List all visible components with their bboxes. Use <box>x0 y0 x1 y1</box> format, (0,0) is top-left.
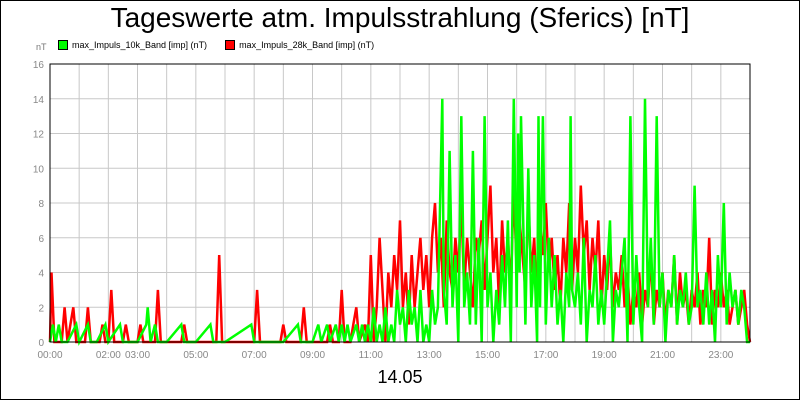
y-tick-label: 10 <box>33 164 45 175</box>
y-tick-label: 0 <box>38 338 44 349</box>
y-unit-label: nT <box>36 42 47 52</box>
legend-item-28k: max_Impuls_28k_Band [imp] (nT) <box>225 40 374 50</box>
legend-item-10k: max_Impuls_10k_Band [imp] (nT) <box>58 40 207 50</box>
x-tick-label: 13:00 <box>417 350 442 361</box>
legend-swatch-10k <box>58 40 68 50</box>
y-tick-label: 6 <box>38 234 44 245</box>
legend-label-10k: max_Impuls_10k_Band [imp] (nT) <box>72 40 208 50</box>
date-label: 14.05 <box>377 367 423 387</box>
x-tick-label: 09:00 <box>300 350 325 361</box>
legend: max_Impuls_10k_Band [imp] (nT) max_Impul… <box>58 40 374 50</box>
x-tick-label: 17:00 <box>533 350 558 361</box>
x-tick-label: 15:00 <box>475 350 500 361</box>
y-tick-label: 12 <box>33 130 45 141</box>
legend-label-28k: max_Impuls_28k_Band [imp] (nT) <box>239 40 375 50</box>
y-tick-label: 16 <box>33 60 45 71</box>
x-tick-label: 00:00 <box>37 350 62 361</box>
x-tick-label: 03:00 <box>125 350 150 361</box>
x-tick-label: 19:00 <box>592 350 617 361</box>
y-tick-label: 14 <box>33 95 45 106</box>
x-tick-label: 07:00 <box>242 350 267 361</box>
plot-border <box>49 63 751 343</box>
x-tick-label: 21:00 <box>650 350 675 361</box>
legend-swatch-28k <box>225 40 236 50</box>
x-tick-label: 05:00 <box>183 350 208 361</box>
x-tick-label: 11:00 <box>359 350 384 361</box>
y-tick-label: 8 <box>38 199 44 210</box>
y-tick-label: 4 <box>38 269 44 280</box>
x-tick-label: 02:00 <box>96 350 121 361</box>
x-tick-label: 23:00 <box>708 350 733 361</box>
y-tick-label: 2 <box>38 303 44 314</box>
chart-title: Tageswerte atm. Impulsstrahlung (Sferics… <box>110 2 690 33</box>
